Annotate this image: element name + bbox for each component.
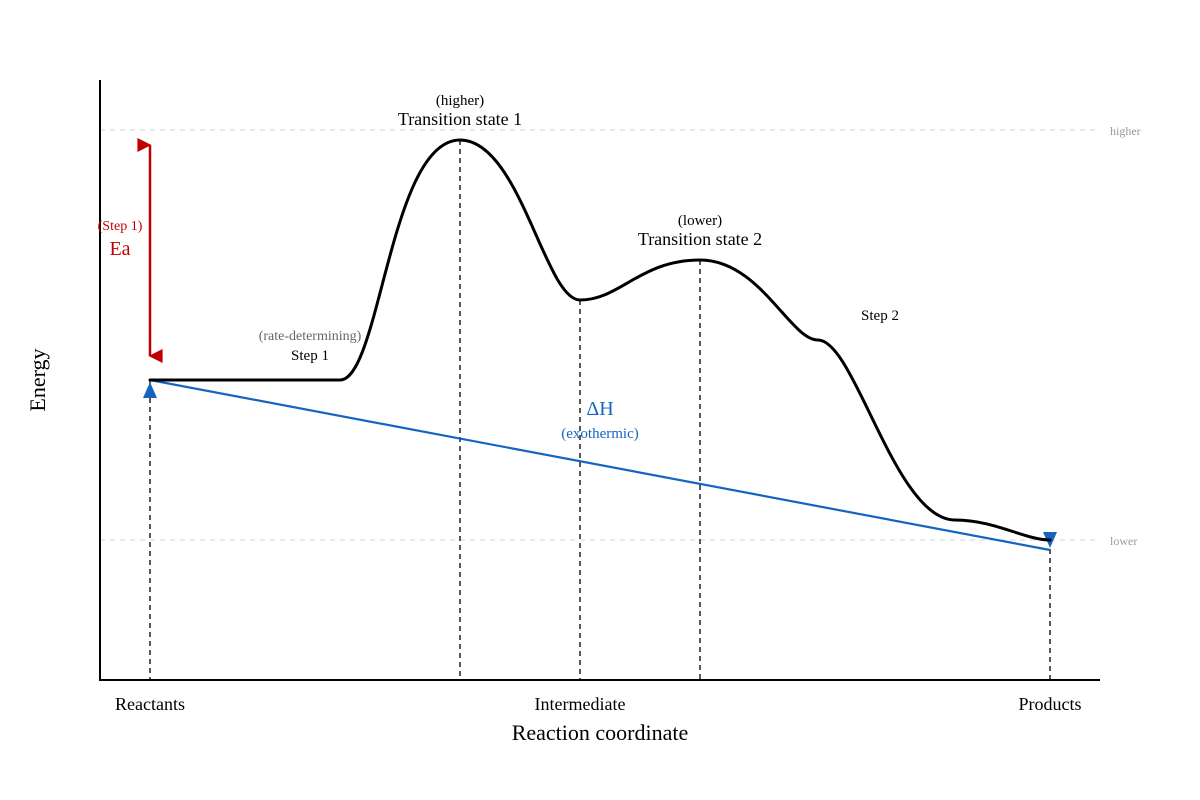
reference-label-higher: higher	[1110, 124, 1141, 138]
step-1-label: Step 1	[291, 348, 329, 364]
transition-state-1-note: (higher)	[436, 93, 484, 109]
x-axis-title: Reaction coordinate	[512, 720, 689, 745]
transition-state-2-label: Transition state 2	[638, 229, 762, 249]
enthalpy-change-label: ΔH	[586, 398, 613, 420]
step-2-label: Step 2	[861, 308, 899, 324]
reference-label-lower: lower	[1110, 534, 1137, 548]
transition-state-2-note: (lower)	[678, 213, 722, 229]
step-1-note: (rate-determining)	[259, 329, 362, 344]
energy-profile-curve	[148, 138, 1052, 542]
y-axis-title: Energy	[25, 348, 50, 411]
enthalpy-marker-reactants	[143, 382, 157, 398]
transition-state-1-label: Transition state 1	[398, 109, 522, 129]
activation-energy-label: Ea	[109, 238, 130, 260]
enthalpy-change-line	[149, 378, 1051, 552]
activation-energy-note: (Step 1)	[98, 219, 143, 234]
enthalpy-change-note: (exothermic)	[561, 426, 638, 442]
x-tick-reactants: Reactants	[115, 694, 185, 714]
x-tick-products: Products	[1019, 694, 1082, 714]
x-tick-intermediate: Intermediate	[535, 694, 626, 714]
